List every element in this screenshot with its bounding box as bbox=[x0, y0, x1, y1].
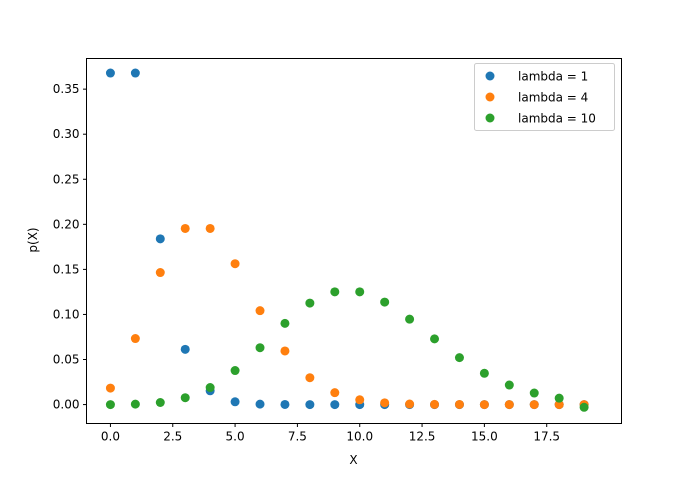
data-point-series-2 bbox=[504, 400, 514, 410]
data-point-series-1 bbox=[130, 68, 140, 78]
data-point-series-2 bbox=[130, 334, 140, 344]
data-point-series-3 bbox=[305, 298, 315, 308]
x-tick-label: 15.0 bbox=[471, 430, 498, 444]
data-point-series-3 bbox=[130, 399, 140, 409]
data-point-series-3 bbox=[554, 393, 564, 403]
data-point-series-2 bbox=[280, 346, 290, 356]
data-point-series-3 bbox=[205, 383, 215, 393]
data-point-series-2 bbox=[180, 223, 190, 233]
data-point-series-3 bbox=[280, 318, 290, 328]
x-tick-label: 2.5 bbox=[163, 430, 182, 444]
data-point-series-3 bbox=[255, 343, 265, 353]
x-tick-label: 7.5 bbox=[288, 430, 307, 444]
data-point-series-2 bbox=[479, 400, 489, 410]
data-point-series-2 bbox=[105, 383, 115, 393]
data-point-series-2 bbox=[380, 398, 390, 408]
legend-marker-series-1 bbox=[485, 71, 495, 81]
data-point-series-3 bbox=[380, 297, 390, 307]
data-point-series-3 bbox=[230, 366, 240, 376]
legend-label-series-3: lambda = 10 bbox=[518, 112, 596, 126]
plot-frame bbox=[86, 58, 622, 424]
data-point-series-2 bbox=[330, 388, 340, 398]
data-point-series-3 bbox=[454, 353, 464, 363]
x-tick-label: 17.5 bbox=[533, 430, 560, 444]
y-tick-label: 0.25 bbox=[53, 172, 80, 186]
x-tick-label: 10.0 bbox=[346, 430, 373, 444]
legend-marker-series-3 bbox=[485, 113, 495, 123]
x-tick-label: 0.0 bbox=[101, 430, 120, 444]
data-point-series-1 bbox=[105, 68, 115, 78]
data-point-series-3 bbox=[180, 393, 190, 403]
data-point-series-3 bbox=[579, 402, 589, 412]
y-tick-label: 0.00 bbox=[53, 398, 80, 412]
data-point-series-3 bbox=[330, 287, 340, 297]
legend-label-series-1: lambda = 1 bbox=[518, 70, 588, 84]
data-point-series-2 bbox=[430, 399, 440, 409]
y-tick-label: 0.35 bbox=[53, 82, 80, 96]
data-point-series-2 bbox=[529, 400, 539, 410]
data-point-series-3 bbox=[479, 368, 489, 378]
x-tick-label: 5.0 bbox=[226, 430, 245, 444]
data-point-series-1 bbox=[255, 399, 265, 409]
data-point-series-3 bbox=[504, 380, 514, 390]
data-point-series-3 bbox=[405, 314, 415, 324]
data-point-series-3 bbox=[105, 400, 115, 410]
data-point-series-1 bbox=[305, 400, 315, 410]
y-axis-label: p(X) bbox=[26, 227, 40, 252]
data-point-series-1 bbox=[330, 400, 340, 410]
data-point-series-2 bbox=[454, 399, 464, 409]
data-point-series-3 bbox=[355, 287, 365, 297]
data-point-series-2 bbox=[205, 223, 215, 233]
legend-marker-series-2 bbox=[485, 92, 495, 102]
y-tick-label: 0.30 bbox=[53, 127, 80, 141]
legend-label-series-2: lambda = 4 bbox=[518, 91, 588, 105]
data-point-series-2 bbox=[355, 395, 365, 405]
y-tick-label: 0.10 bbox=[53, 307, 80, 321]
data-point-series-2 bbox=[155, 268, 165, 278]
data-point-series-3 bbox=[430, 334, 440, 344]
data-point-series-1 bbox=[155, 234, 165, 244]
data-point-series-1 bbox=[230, 397, 240, 407]
data-point-series-2 bbox=[405, 399, 415, 409]
data-point-series-3 bbox=[155, 398, 165, 408]
data-point-series-2 bbox=[255, 306, 265, 316]
data-point-series-1 bbox=[180, 344, 190, 354]
data-point-series-2 bbox=[305, 373, 315, 383]
y-tick-label: 0.15 bbox=[53, 262, 80, 276]
data-point-series-2 bbox=[230, 259, 240, 269]
data-point-series-2 bbox=[554, 400, 564, 410]
y-tick-label: 0.20 bbox=[53, 217, 80, 231]
data-point-series-3 bbox=[529, 388, 539, 398]
y-tick-label: 0.05 bbox=[53, 353, 80, 367]
x-tick-label: 12.5 bbox=[409, 430, 436, 444]
legend: lambda = 1 lambda = 4 lambda = 10 bbox=[474, 63, 615, 131]
x-axis-label: X bbox=[349, 453, 357, 467]
data-point-series-1 bbox=[280, 399, 290, 409]
